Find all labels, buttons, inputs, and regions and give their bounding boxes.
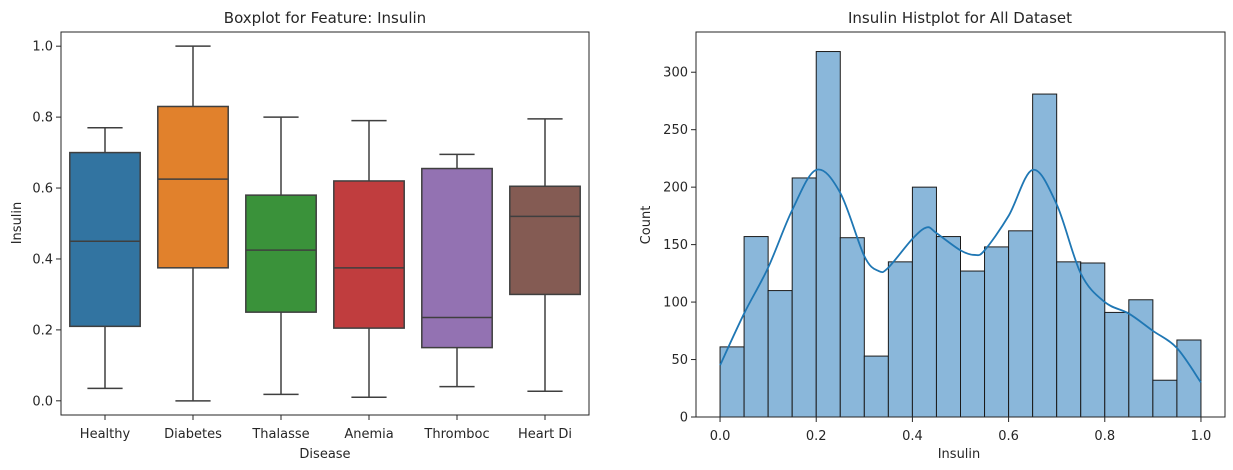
boxplot-x-tick-label: Anemia xyxy=(344,427,393,442)
histogram-bar xyxy=(984,246,1010,418)
histogram-y-tick-label: 150 xyxy=(663,238,688,253)
boxplot-x-tick-label: Healthy xyxy=(80,427,131,442)
histogram-bar xyxy=(1104,311,1130,418)
box-iqr xyxy=(509,185,581,296)
histogram-kde-curve xyxy=(719,168,1202,384)
box-iqr xyxy=(245,194,317,313)
histogram-bar xyxy=(1128,299,1154,418)
boxplot-x-ticks: Healthy Diabetes Thalasse Anemia Thromboc Hea… xyxy=(80,415,572,442)
boxplot-boxes xyxy=(69,45,581,402)
histogram-y-tick-label: 0 xyxy=(680,411,688,426)
boxplot-y-tick-label: 0.2 xyxy=(32,323,53,338)
box-iqr xyxy=(421,167,493,349)
boxplot-y-tick-label: 0.0 xyxy=(32,394,53,409)
histogram-x-axis-label: Insulin xyxy=(938,447,981,462)
box-diabetes xyxy=(157,45,229,402)
histogram-bar xyxy=(1056,261,1082,418)
histogram-bar xyxy=(1008,230,1034,418)
boxplot-y-tick-label: 0.6 xyxy=(32,182,53,197)
histogram-chart: Insulin Histplot for All Dataset 0 50 100 1… xyxy=(639,9,1226,462)
boxplot-y-tick-label: 1.0 xyxy=(32,40,53,55)
histogram-x-tick-label: 1.0 xyxy=(1191,429,1212,444)
histogram-frame xyxy=(695,31,1226,418)
box-thalasse xyxy=(245,116,317,396)
histogram-x-tick-label: 0.8 xyxy=(1094,429,1115,444)
histogram-bar xyxy=(863,355,889,418)
boxplot-x-axis-label: Disease xyxy=(299,447,350,462)
boxplot-x-tick-label: Thromboc xyxy=(423,427,489,442)
histogram-bar xyxy=(887,261,913,418)
boxplot-y-tick-label: 0.4 xyxy=(32,252,53,267)
histogram-y-tick-label: 200 xyxy=(663,181,688,196)
histogram-bar xyxy=(1080,262,1106,418)
boxplot-x-tick-label: Diabetes xyxy=(164,427,222,442)
histogram-title: Insulin Histplot for All Dataset xyxy=(848,9,1072,27)
histogram-y-tick-label: 250 xyxy=(663,123,688,138)
histogram-bar xyxy=(935,236,961,418)
histogram-x-tick-label: 0.0 xyxy=(710,429,731,444)
histogram-bar xyxy=(911,186,937,418)
histogram-y-tick-label: 100 xyxy=(663,296,688,311)
histogram-y-axis-label: Count xyxy=(639,206,654,245)
boxplot-y-axis-label: Insulin xyxy=(10,202,25,245)
boxplot-frame xyxy=(60,31,590,416)
boxplot-y-tick-label: 0.8 xyxy=(32,111,53,126)
histogram-bar xyxy=(1152,379,1178,418)
histogram-y-tick-label: 300 xyxy=(663,66,688,81)
box-iqr xyxy=(69,151,141,328)
boxplot-chart: Boxplot for Feature: Insulin 0.00.20.40.… xyxy=(10,9,590,462)
histogram-bar xyxy=(839,237,865,418)
histogram-y-tick-label: 50 xyxy=(671,353,688,368)
boxplot-x-tick-label: Heart Di xyxy=(518,427,572,442)
box-heart-di xyxy=(509,118,581,392)
box-iqr xyxy=(333,180,405,329)
boxplot-y-ticks: 0.0 0.2 0.4 0.6 0.8 1.0 xyxy=(32,40,61,409)
histogram-y-ticks: 0 50 100 150 200 250 300 xyxy=(663,66,696,426)
box-anemia xyxy=(333,119,405,399)
histogram-bar xyxy=(743,236,769,418)
histogram-bars xyxy=(719,51,1202,418)
histogram-bar xyxy=(767,290,793,418)
box-healthy xyxy=(69,127,141,390)
histogram-bar xyxy=(1032,93,1058,418)
histogram-bar xyxy=(960,270,986,418)
boxplot-x-tick-label: Thalasse xyxy=(251,427,309,442)
histogram-x-ticks: 0.0 0.2 0.4 0.6 0.8 1.0 xyxy=(710,417,1212,444)
histogram-bar xyxy=(815,51,841,418)
box-thromboc xyxy=(421,153,493,388)
histogram-x-tick-label: 0.4 xyxy=(902,429,923,444)
histogram-x-tick-label: 0.2 xyxy=(806,429,827,444)
box-iqr xyxy=(157,105,229,269)
boxplot-title: Boxplot for Feature: Insulin xyxy=(224,9,426,27)
histogram-bar xyxy=(791,177,817,418)
histogram-x-tick-label: 0.6 xyxy=(998,429,1019,444)
